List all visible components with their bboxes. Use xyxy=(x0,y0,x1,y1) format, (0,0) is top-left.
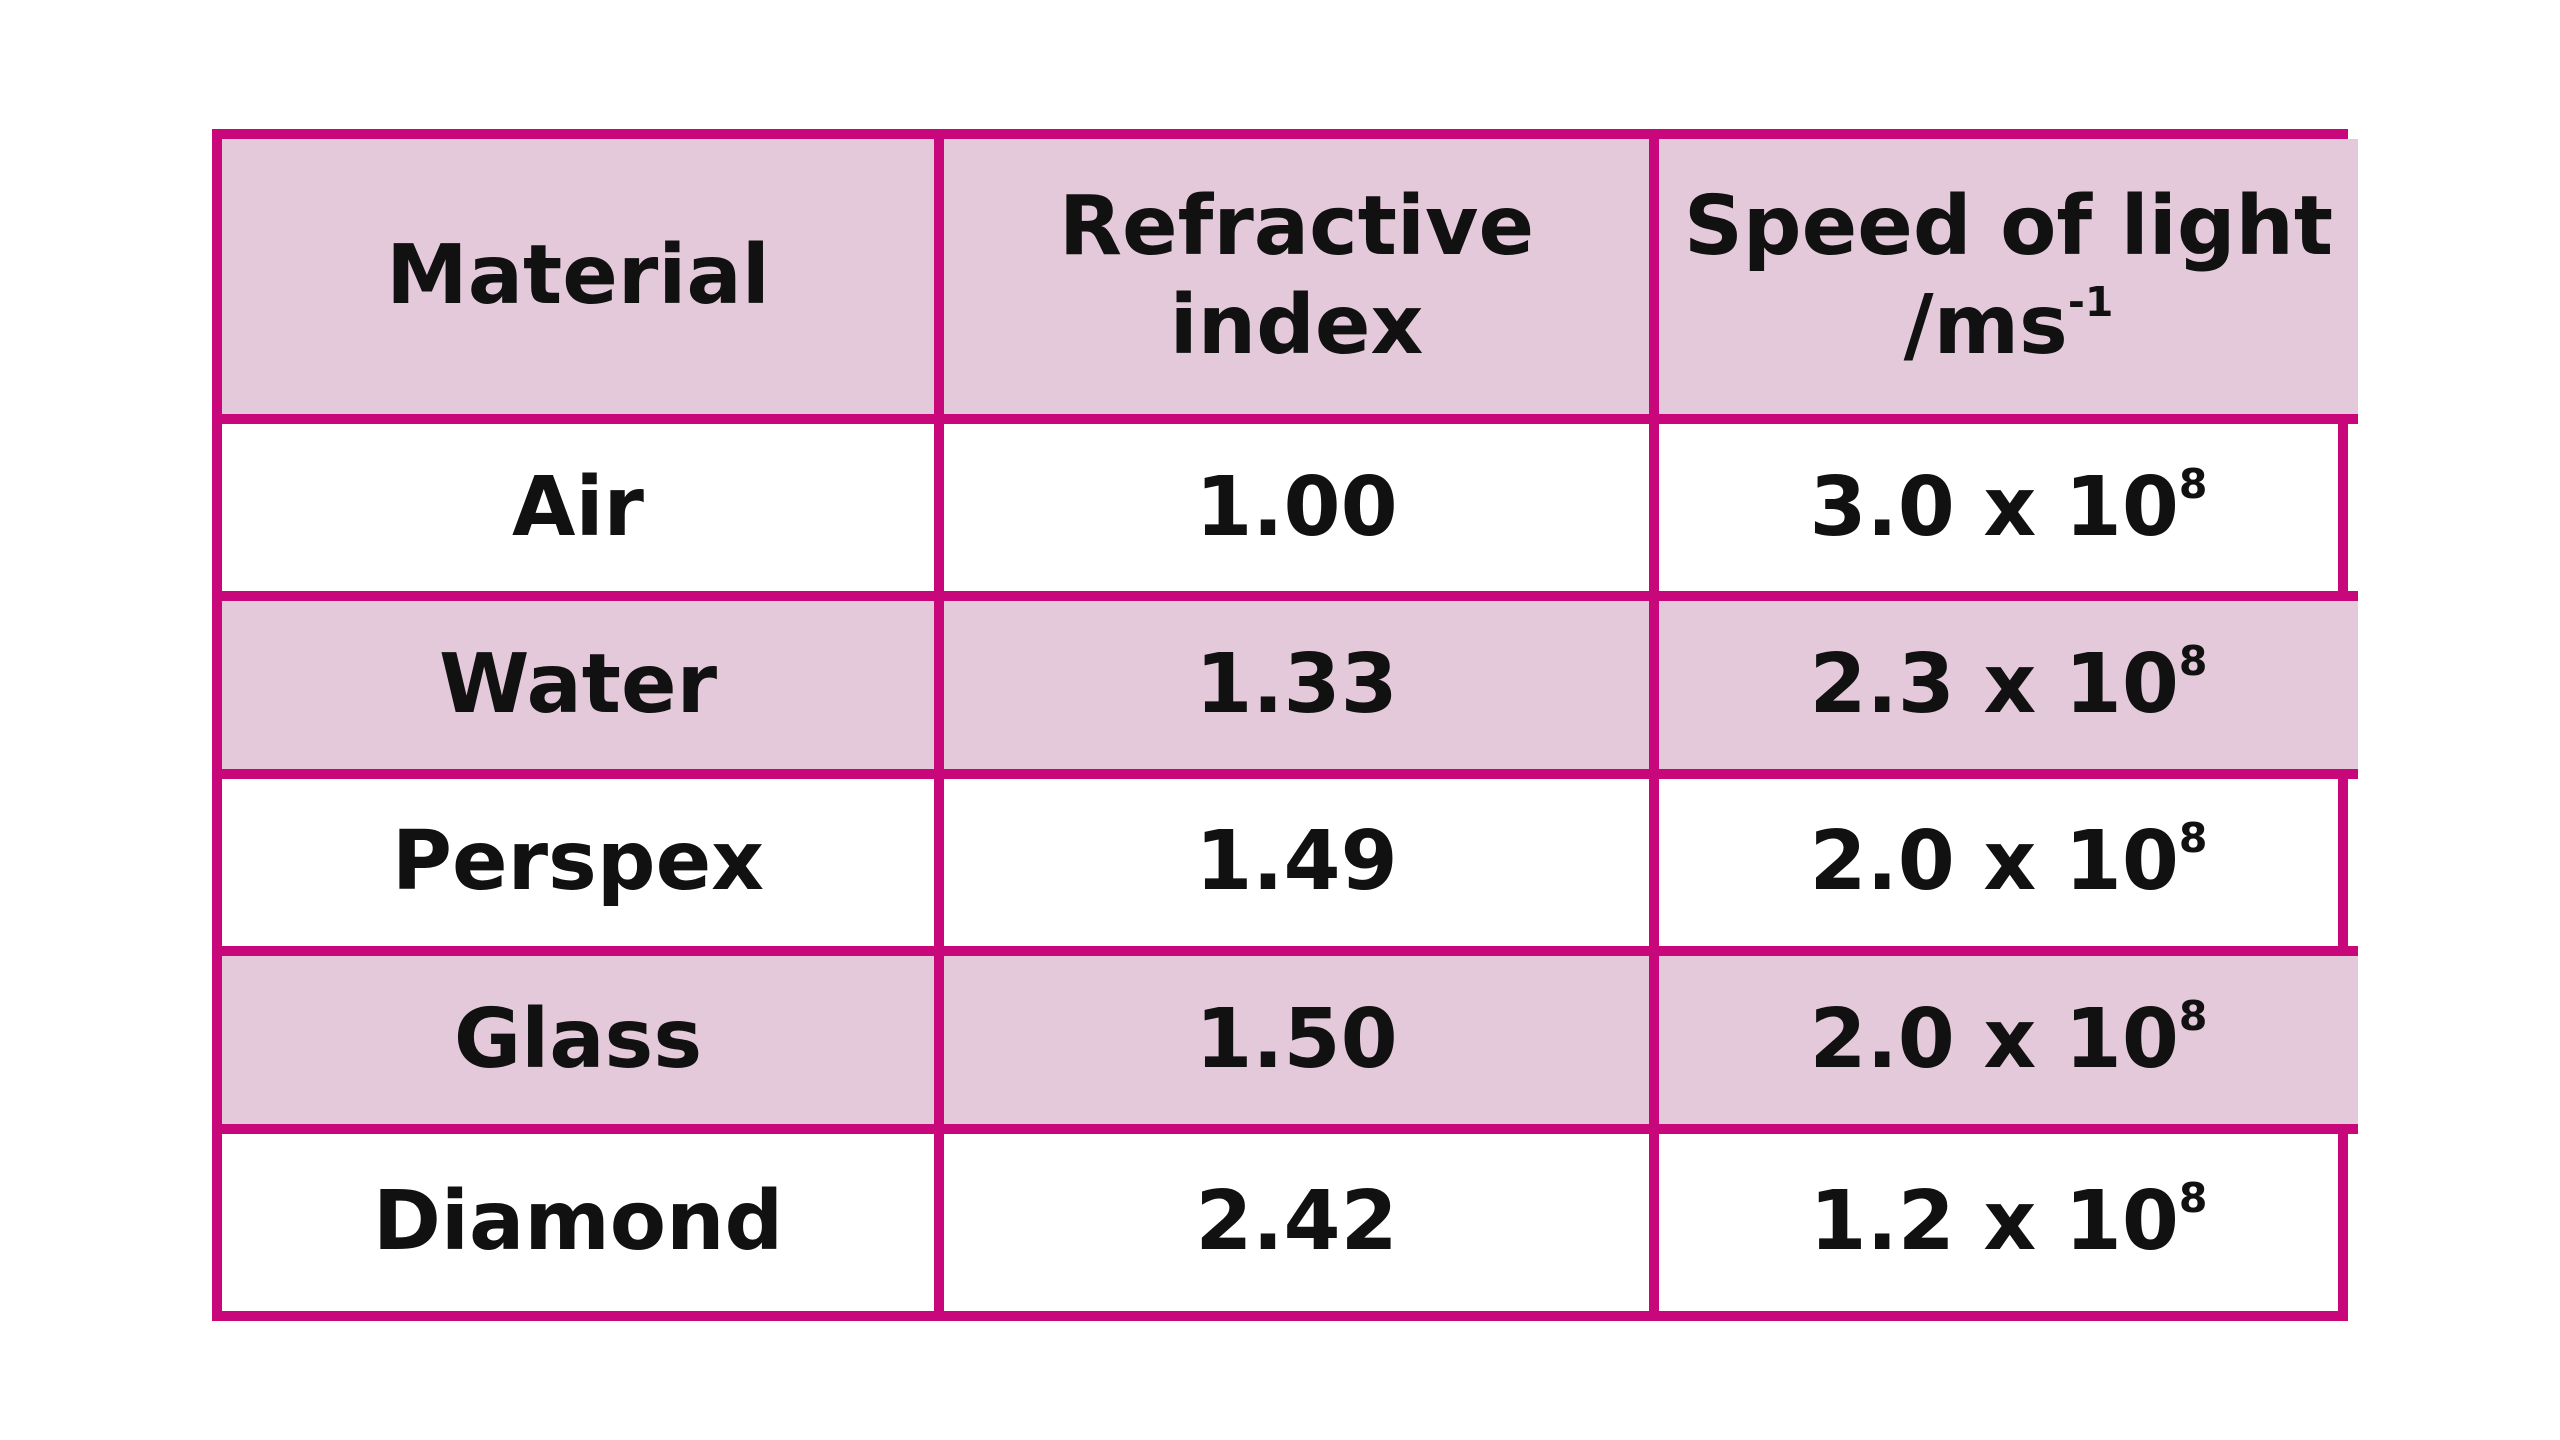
table-cell: 1.49 xyxy=(944,778,1659,957)
superscript: 8 xyxy=(2178,1174,2208,1223)
cell-text: 1.00 xyxy=(1195,459,1398,555)
table-cell: Glass xyxy=(222,956,944,1134)
text: 2.0 x 10 xyxy=(1809,814,2179,910)
superscript: 8 xyxy=(2178,459,2208,508)
cell-text: 1.33 xyxy=(1195,636,1398,732)
text: 1.2 x 10 xyxy=(1809,1174,2179,1270)
cell-text: Perspex xyxy=(391,814,765,910)
table-cell: Water xyxy=(222,601,944,779)
table-cell: 2.3 x 108 xyxy=(1659,601,2358,779)
text: 2.0 x 10 xyxy=(1809,991,2179,1087)
superscript: -1 xyxy=(2067,277,2114,326)
cell-text: Material xyxy=(386,227,770,325)
superscript: 8 xyxy=(2178,991,2208,1040)
cell-text: 2.3 x 108 xyxy=(1810,636,2208,734)
table-cell: 1.2 x 108 xyxy=(1659,1134,2358,1311)
cell-text: Refractive index xyxy=(964,178,1629,375)
table-cell: 2.0 x 108 xyxy=(1659,779,2358,957)
table-cell: 1.50 xyxy=(944,956,1659,1134)
text: Material xyxy=(386,228,770,324)
refractive-table: Material Refractive index Speed of light /… xyxy=(212,129,2358,1321)
header-cell: Material xyxy=(222,139,944,424)
cell-text: Water xyxy=(438,636,718,732)
cell-text: 2.0 x 108 xyxy=(1810,991,2208,1089)
superscript: 8 xyxy=(2178,637,2208,685)
cell-text: 3.0 x 108 xyxy=(1810,459,2208,557)
cell-text: Speed of light /ms-1 xyxy=(1679,178,2338,375)
table-cell: 3.0 x 108 xyxy=(1659,424,2358,602)
cell-text: Air xyxy=(511,459,644,555)
header-cell: Speed of light /ms-1 xyxy=(1659,139,2358,424)
cell-text: 1.49 xyxy=(1195,814,1398,910)
text: Speed of light /ms xyxy=(1683,179,2334,373)
cell-text: Glass xyxy=(453,991,703,1087)
cell-text: Diamond xyxy=(372,1174,784,1270)
table-cell: 1.33 xyxy=(944,601,1659,779)
header-cell: Refractive index xyxy=(944,139,1659,424)
text: 3.0 x 10 xyxy=(1809,459,2179,555)
text: Refractive index xyxy=(1058,179,1535,373)
table-cell: Diamond xyxy=(222,1133,944,1311)
table-cell: 2.0 x 108 xyxy=(1659,956,2358,1134)
cell-text: 1.50 xyxy=(1195,991,1398,1087)
cell-text: 2.42 xyxy=(1195,1174,1398,1270)
table-cell: 1.00 xyxy=(944,424,1659,602)
table-cell: Air xyxy=(222,424,944,602)
table-cell: Perspex xyxy=(222,778,944,957)
cell-text: 1.2 x 108 xyxy=(1810,1173,2208,1271)
table-cell: 2.42 xyxy=(944,1133,1659,1311)
cell-text: 2.0 x 108 xyxy=(1810,813,2208,911)
superscript: 8 xyxy=(2178,814,2208,863)
text: 2.3 x 10 xyxy=(1809,636,2179,732)
